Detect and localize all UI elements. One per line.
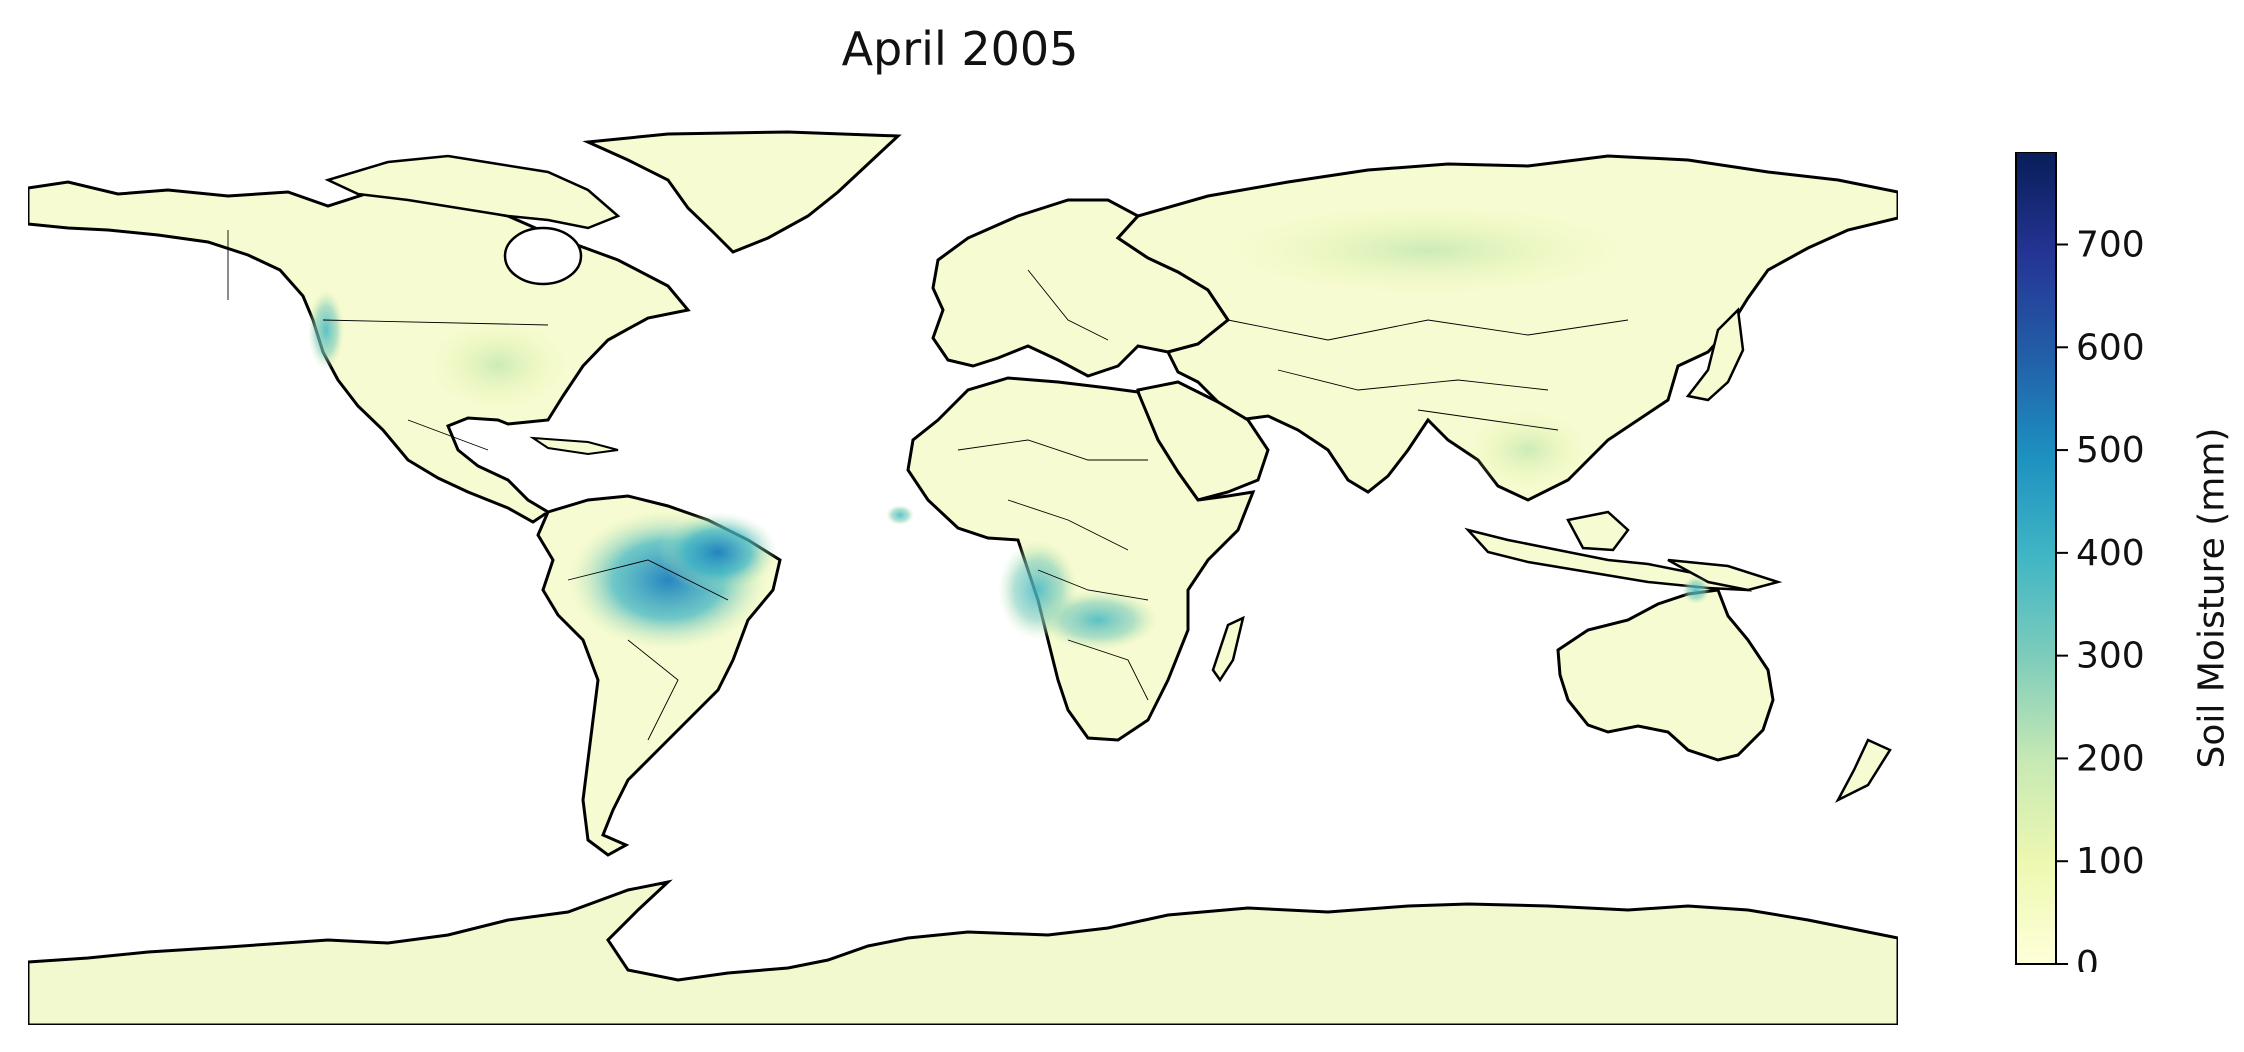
moisture-southeast-asia (1468, 410, 1588, 490)
new-zealand (1835, 738, 1892, 803)
colorbar: 0 100 200 300 400 500 600 700 (2015, 152, 2145, 972)
colorbar-tick-label: 400 (2076, 533, 2145, 574)
world-map (28, 130, 1898, 1025)
africa (906, 376, 1256, 742)
map-title: April 2005 (841, 22, 1079, 76)
colorbar-label: Soil Moisture (mm) (2191, 427, 2233, 769)
caribbean-islands (529, 436, 619, 456)
japan (1685, 307, 1745, 402)
colorbar-tick-label: 500 (2076, 430, 2145, 471)
colorbar-ticks: 0 100 200 300 400 500 600 700 (2056, 225, 2145, 972)
moisture-northern-brazil (658, 512, 778, 592)
australia (1556, 588, 1775, 762)
greenland (582, 130, 902, 254)
north-america (28, 180, 691, 524)
colorbar-tick-label: 600 (2076, 327, 2145, 368)
colorbar-tick-label: 300 (2076, 636, 2145, 677)
moisture-east-usa (428, 320, 568, 410)
colorbar-tick-label: 100 (2076, 841, 2145, 882)
hudson-bay (503, 226, 583, 286)
antarctica (28, 879, 1898, 1025)
colorbar-gradient (2015, 152, 2057, 965)
borneo (1566, 510, 1630, 552)
moisture-pacific-northwest (308, 290, 344, 370)
arctic-islands (324, 154, 621, 230)
moisture-guinea-coast (886, 505, 914, 525)
moisture-siberia (1228, 205, 1628, 295)
colorbar-tick-label: 0 (2076, 944, 2099, 972)
colorbar-tick-label: 200 (2076, 738, 2145, 779)
madagascar (1211, 615, 1245, 683)
moisture-northern-australia (1682, 576, 1710, 604)
moisture-zambia (1038, 590, 1158, 650)
colorbar-tick-label: 700 (2076, 225, 2145, 266)
country-borders (227, 230, 1629, 741)
